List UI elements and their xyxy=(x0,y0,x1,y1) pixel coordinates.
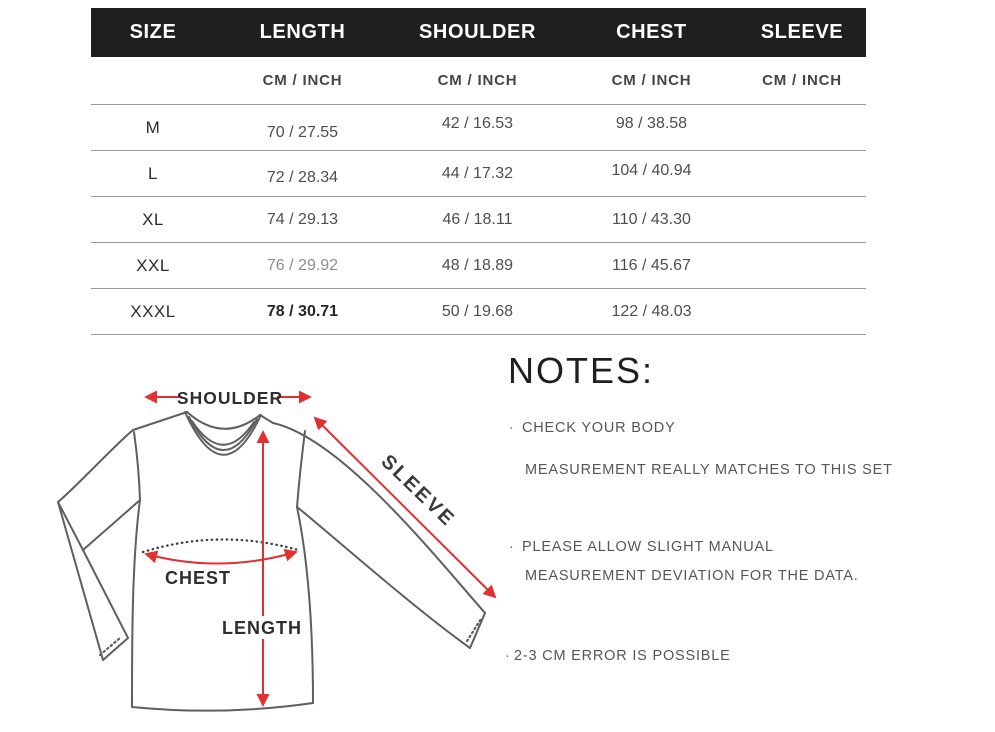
table-row: XL 74 / 29.13 46 / 18.11 110 / 43.30 xyxy=(91,197,866,243)
collar xyxy=(188,416,258,451)
note-item: · CHECK YOUR BODY MEASUREMENT REALLY MAT… xyxy=(509,419,893,479)
cell-chest: 110 / 43.30 xyxy=(612,210,691,228)
table-row: L 72 / 28.34 44 / 17.32 104 / 40.94 xyxy=(91,151,866,197)
cell-shoulder: 46 / 18.11 xyxy=(442,210,513,228)
cell-size: XL xyxy=(142,209,164,229)
cell-chest: 98 / 38.58 xyxy=(615,114,688,132)
sleeve-arrow xyxy=(313,416,497,599)
cell-chest: 122 / 48.03 xyxy=(611,302,692,320)
unit-cell-sleeve: CM / INCH xyxy=(762,72,842,89)
cell-size: M xyxy=(145,117,161,137)
notes-title: NOTES: xyxy=(508,350,655,391)
collar xyxy=(184,411,262,456)
shirt-outline xyxy=(57,411,486,712)
size-table: SIZE LENGTH SHOULDER CHEST SLEEVE CM / I… xyxy=(91,8,866,335)
chest-dotted-ellipse xyxy=(141,538,300,554)
cell-shoulder: 42 / 16.53 xyxy=(441,114,514,132)
header-cell-sleeve: SLEEVE xyxy=(760,21,844,43)
unit-row: CM / INCH CM / INCH CM / INCH CM / INCH xyxy=(91,57,866,105)
note-item: · PLEASE ALLOW SLIGHT MANUAL MEASUREMENT… xyxy=(509,538,859,585)
table-row: XXL 76 / 29.92 48 / 18.89 116 / 45.67 xyxy=(91,243,866,289)
cell-length: 70 / 27.55 xyxy=(266,123,339,141)
cell-length: 78 / 30.71 xyxy=(266,302,339,320)
shoulder-label: SHOULDER xyxy=(177,388,283,408)
collar xyxy=(191,420,255,446)
cuff-stitches xyxy=(465,617,483,643)
table-row: XXXL 78 / 30.71 50 / 19.68 122 / 48.03 xyxy=(91,289,866,335)
note-bullet: · xyxy=(509,420,515,436)
note-bullet: · xyxy=(505,648,511,664)
chest-label: CHEST xyxy=(165,568,231,588)
left-sleeve xyxy=(57,429,134,661)
measure-arrows xyxy=(144,390,497,707)
header-cell-length: LENGTH xyxy=(259,21,346,43)
cuff-stitches xyxy=(98,636,122,657)
cell-shoulder: 48 / 18.89 xyxy=(441,256,514,274)
cell-size: XXXL xyxy=(130,301,176,321)
note-item: · 2-3 CM ERROR IS POSSIBLE xyxy=(505,647,731,665)
unit-cell-length: CM / INCH xyxy=(262,72,343,89)
cell-size: XXL xyxy=(136,255,170,275)
note-line: MEASUREMENT DEVIATION FOR THE DATA. xyxy=(525,568,859,584)
header-cell-size: SIZE xyxy=(129,21,177,43)
note-line: CHECK YOUR BODY xyxy=(522,420,676,436)
unit-cell-shoulder: CM / INCH xyxy=(437,72,518,89)
shirt-measurement-diagram: SHOULDER LENGTH CHEST SLEEVE xyxy=(57,388,497,712)
table-header-row: SIZE LENGTH SHOULDER CHEST SLEEVE xyxy=(91,8,866,57)
cell-size: L xyxy=(148,163,158,183)
cell-chest: 104 / 40.94 xyxy=(611,161,692,179)
cell-chest: 116 / 45.67 xyxy=(612,256,691,274)
cell-shoulder: 50 / 19.68 xyxy=(441,302,514,320)
header-cell-shoulder: SHOULDER xyxy=(418,21,537,43)
note-bullet: · xyxy=(509,539,515,555)
note-line: MEASUREMENT REALLY MATCHES TO THIS SET xyxy=(525,462,893,478)
chest-arrow xyxy=(144,548,298,565)
length-label: LENGTH xyxy=(222,618,302,638)
cell-length: 74 / 29.13 xyxy=(266,210,339,228)
cell-length: 76 / 29.92 xyxy=(266,256,339,274)
cell-length: 72 / 28.34 xyxy=(266,168,339,186)
note-line: PLEASE ALLOW SLIGHT MANUAL xyxy=(522,539,774,555)
header-cell-chest: CHEST xyxy=(616,21,687,43)
table-row: M 70 / 27.55 42 / 16.53 98 / 38.58 xyxy=(91,105,866,151)
unit-cell-chest: CM / INCH xyxy=(611,72,692,89)
collar xyxy=(186,411,261,430)
notes-section: NOTES: · CHECK YOUR BODY MEASUREMENT REA… xyxy=(505,350,975,710)
cell-shoulder: 44 / 17.32 xyxy=(441,164,514,182)
note-line: 2-3 CM ERROR IS POSSIBLE xyxy=(514,648,731,664)
